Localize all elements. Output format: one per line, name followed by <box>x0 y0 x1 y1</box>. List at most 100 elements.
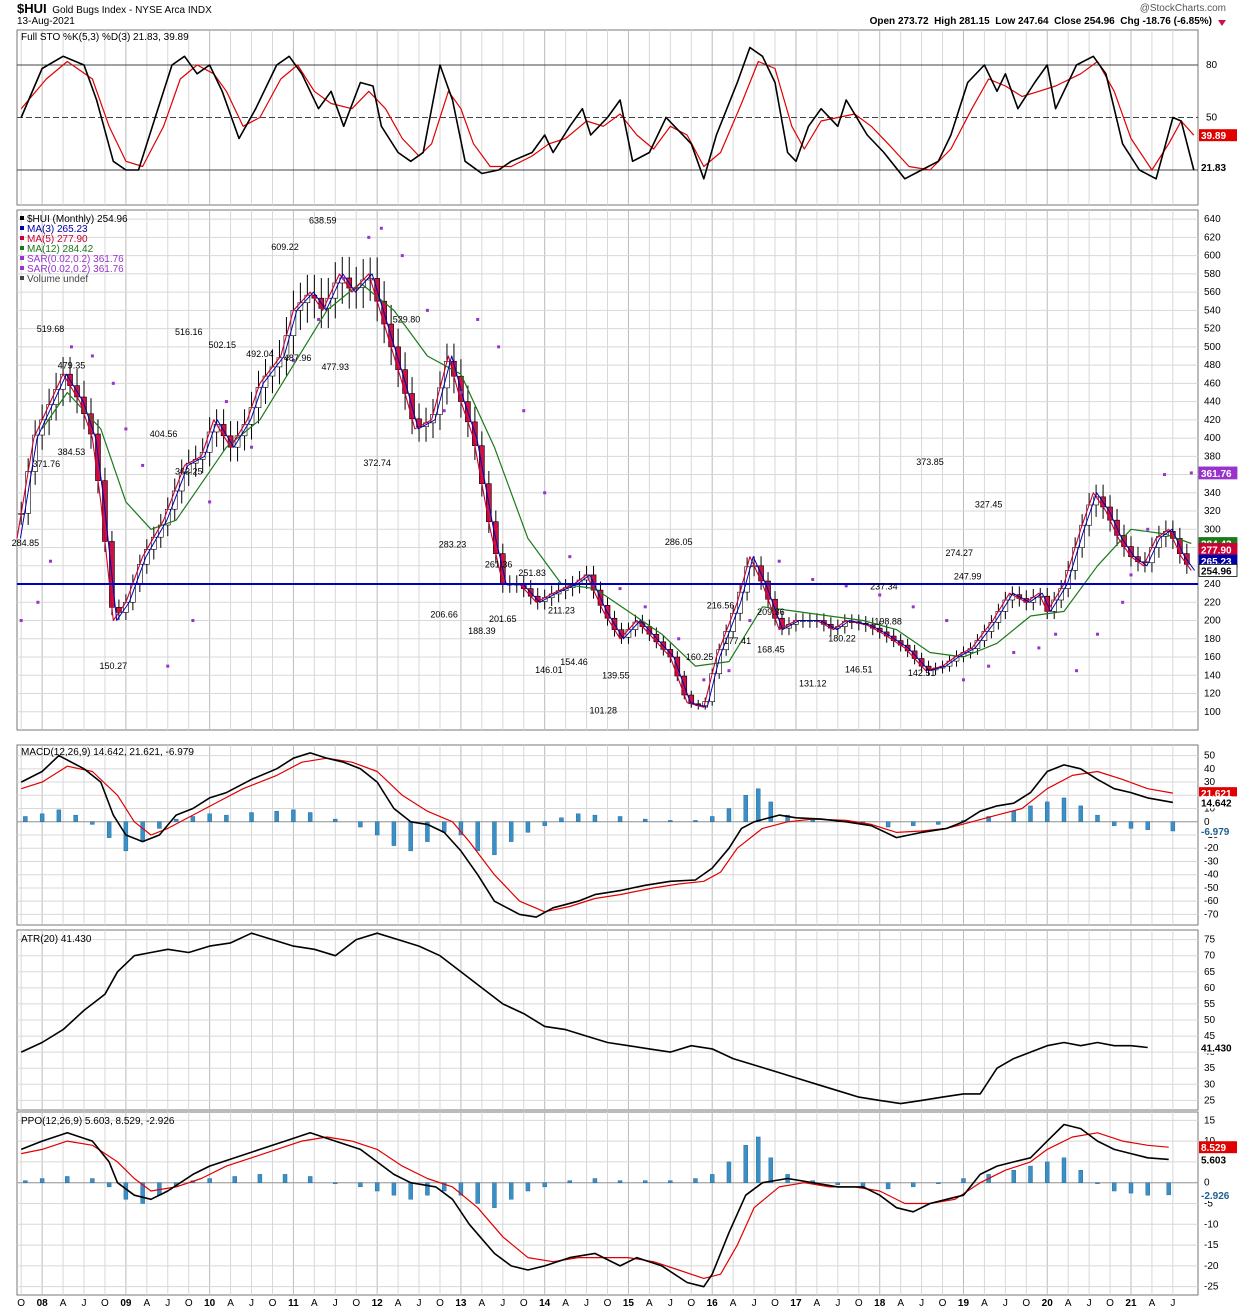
ppo-hist-bar <box>668 1180 673 1183</box>
sar-dot <box>1129 573 1133 577</box>
sto-k-line <box>20 46 1195 180</box>
sar-dot <box>522 409 526 413</box>
ppo-hist-bar <box>1045 1161 1050 1183</box>
sto-k-badge-bg <box>1199 160 1237 173</box>
macd-ytick-label: -60 <box>1204 896 1219 907</box>
price-point-label: 371.76 <box>33 459 61 469</box>
x-axis-tick-label: O <box>939 1298 947 1309</box>
symbol-name: Gold Bugs Index - NYSE Arca INDX <box>52 5 212 16</box>
x-axis-tick-label: J <box>752 1298 757 1309</box>
price-ytick-label: 340 <box>1204 488 1221 499</box>
macd-hist-bar <box>207 813 212 822</box>
sar-dot <box>459 390 463 394</box>
macd-hist-bar <box>224 814 229 822</box>
macd-hist-bar <box>642 818 648 822</box>
ma5-line <box>16 273 1192 708</box>
ppo-hist-bar <box>567 1180 573 1183</box>
price-ytick-label: 180 <box>1204 634 1221 645</box>
macd-ytick-label: -50 <box>1204 883 1219 894</box>
sar-dot <box>166 664 170 668</box>
macd-hist-bar <box>575 813 581 822</box>
legend-swatch <box>20 216 24 220</box>
macd-hist-bar <box>709 816 715 822</box>
ppo-hist-badge-bg <box>1199 1188 1237 1201</box>
macd-hist-bar <box>441 821 447 833</box>
macd-ytick-label: 30 <box>1204 777 1216 788</box>
x-axis-tick-label: 17 <box>790 1298 802 1309</box>
ppo-hist-bar <box>374 1182 380 1192</box>
ppo-hist-bar <box>39 1178 45 1183</box>
ppo-ytick-label: 15 <box>1204 1115 1216 1126</box>
price-ytick-label: 460 <box>1204 378 1221 389</box>
ppo-value-badge-bg <box>1199 1153 1237 1166</box>
price-point-label: 404.56 <box>150 429 178 439</box>
macd-hist-bar <box>307 812 313 822</box>
x-axis-tick-label: A <box>814 1298 821 1309</box>
macd-ytick-label: -70 <box>1204 909 1219 920</box>
x-axis-tick-label: O <box>1022 1298 1030 1309</box>
ppo-hist-bar <box>492 1182 497 1208</box>
sar-dot <box>945 619 949 623</box>
ppo-value-badge: 5.603 <box>1201 1155 1226 1166</box>
macd-hist-bar <box>693 820 698 822</box>
price-point-label: 492.04 <box>246 349 274 359</box>
ppo-ytick-label: -25 <box>1204 1282 1219 1293</box>
macd-hist-bar <box>1078 805 1083 822</box>
macd-hist-bar <box>726 808 732 822</box>
x-axis-tick-label: O <box>520 1298 528 1309</box>
ppo-hist-bar <box>391 1182 397 1196</box>
macd-hist-bar <box>374 821 380 836</box>
ppo-hist-bar <box>1061 1157 1067 1183</box>
ohlc-readout: Open 273.72 High 281.15 Low 247.64 Close… <box>869 16 1212 27</box>
x-axis-tick-label: A <box>1149 1298 1156 1309</box>
ppo-hist-bar <box>768 1157 774 1183</box>
macd-hist-bar <box>986 816 991 822</box>
sto-d-badge-bg <box>1199 129 1237 142</box>
macd-hist-bar <box>542 821 547 826</box>
macd-hist-bar <box>743 795 748 822</box>
sto-d-badge: 39.89 <box>1201 131 1226 142</box>
ppo-hist-bar <box>207 1178 212 1183</box>
macd-hist-bar <box>106 821 112 838</box>
price-point-label: 209.36 <box>757 607 785 617</box>
sar-dot <box>141 463 145 467</box>
sar-dot <box>748 619 752 623</box>
x-axis-tick-label: O <box>17 1298 25 1309</box>
x-axis-tick-label: 10 <box>204 1298 216 1309</box>
ppo-ytick-label: -5 <box>1204 1199 1213 1210</box>
ppo-hist-bar <box>90 1178 95 1183</box>
price-point-label: 261.36 <box>485 560 513 570</box>
x-axis-tick-label: A <box>395 1298 402 1309</box>
macd-hist-bar <box>391 821 397 846</box>
price-point-label: 372.74 <box>363 458 391 468</box>
macd-hist-bar <box>1145 821 1150 830</box>
x-axis-tick-label: O <box>771 1298 779 1309</box>
sar-dot <box>1012 650 1016 654</box>
ppo-hist-bar <box>307 1176 313 1183</box>
chart-date: 13-Aug-2021 <box>17 16 75 27</box>
sar-dot <box>727 669 731 673</box>
x-axis-tick-label: J <box>165 1298 170 1309</box>
macd-hist-bar <box>492 821 497 856</box>
sar-dot <box>36 600 40 604</box>
price-point-label: 283.23 <box>439 540 467 550</box>
ppo-hist-bar <box>1011 1170 1016 1183</box>
macd-hist-bar <box>274 810 279 822</box>
ppo-hist-bar <box>1078 1170 1083 1183</box>
price-point-label: 502.15 <box>208 340 236 350</box>
x-axis-tick-label: J <box>835 1298 840 1309</box>
x-axis-tick-label: J <box>1087 1298 1092 1309</box>
sar-dot <box>317 317 321 321</box>
sar-dot <box>497 345 501 349</box>
sar-dot <box>1037 646 1041 650</box>
macd-hist-bar <box>1061 797 1067 822</box>
ppo-signal-badge-bg <box>1199 1141 1237 1154</box>
price-ytick-label: 620 <box>1204 232 1221 243</box>
ppo-hist-bar <box>911 1182 916 1188</box>
legend-swatch <box>20 226 24 230</box>
ppo-ytick-label: -15 <box>1204 1240 1219 1251</box>
x-axis-tick-label: 08 <box>37 1298 49 1309</box>
ppo-hist-bar <box>961 1178 966 1183</box>
watermark: @StockCharts.com <box>1139 3 1226 14</box>
